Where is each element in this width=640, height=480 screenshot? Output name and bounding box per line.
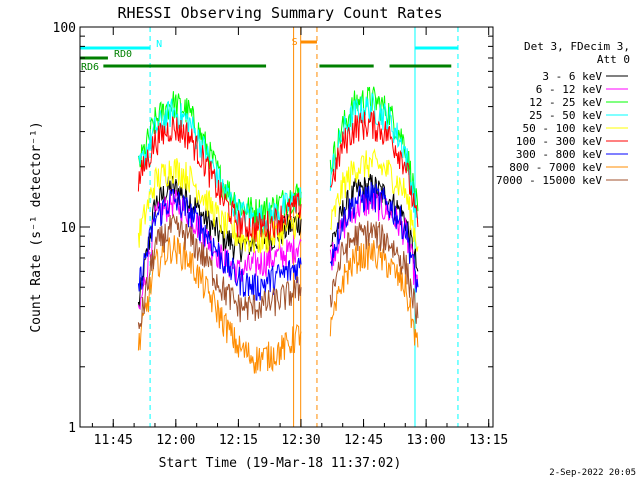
x-axis-label: Start Time (19-Mar-18 11:37:02) xyxy=(159,456,402,471)
x-tick-label-5: 13:00 xyxy=(407,433,446,448)
y-axis-label: Count Rate (s⁻¹ detector⁻¹) xyxy=(29,121,44,332)
series-8-segment-1 xyxy=(329,220,419,324)
series-7-segment-1 xyxy=(329,238,419,348)
legend-header-0: Det 3, FDecim 3, xyxy=(524,40,630,53)
series-8 xyxy=(137,213,419,329)
series-4 xyxy=(137,148,419,254)
x-tick-label-2: 12:15 xyxy=(219,433,258,448)
series-4-segment-1 xyxy=(329,148,419,252)
legend-label-1: 6 - 12 keV xyxy=(536,83,603,96)
legend-label-3: 25 - 50 keV xyxy=(529,109,602,122)
series-3-segment-1 xyxy=(329,92,419,219)
x-tick-label-3: 12:30 xyxy=(281,433,320,448)
x-axis: 11:45 12:00 12:15 12:30 12:45 13:00 13:15 xyxy=(91,27,508,448)
y-tick-label-2: 100 xyxy=(53,21,76,36)
series-4-segment-0 xyxy=(137,158,302,254)
footer-date: 2-Sep-2022 20:05 xyxy=(549,468,636,478)
status-bars: N RD0 RD6 S xyxy=(80,37,458,73)
status-bar-label-rd0: RD0 xyxy=(114,49,132,60)
series-3-segment-0 xyxy=(137,98,302,234)
y-tick-label-0: 1 xyxy=(68,421,76,436)
x-tick-label-1: 12:00 xyxy=(156,433,195,448)
legend-label-0: 3 - 6 keV xyxy=(542,70,602,83)
legend-label-5: 100 - 300 keV xyxy=(516,135,602,148)
legend-label-2: 12 - 25 keV xyxy=(529,96,602,109)
y-tick-label-1: 10 xyxy=(60,221,76,236)
x-tick-label-0: 11:45 xyxy=(94,433,133,448)
series-3 xyxy=(137,92,419,234)
x-tick-label-4: 12:45 xyxy=(344,433,383,448)
series-1-segment-1 xyxy=(329,190,419,289)
x-tick-label-6: 13:15 xyxy=(469,433,508,448)
series-6-segment-1 xyxy=(329,182,419,293)
legend-label-8: 7000 - 15000 keV xyxy=(496,174,602,187)
series-7 xyxy=(137,235,419,374)
legend-header-1: Att 0 xyxy=(597,53,630,66)
chart-title: RHESSI Observing Summary Count Rates xyxy=(117,4,442,22)
legend-label-7: 800 - 7000 keV xyxy=(509,161,602,174)
series-7-segment-0 xyxy=(137,235,302,374)
series-5 xyxy=(137,110,419,242)
y-axis: 1 10 100 xyxy=(53,21,493,436)
legend-label-4: 50 - 100 keV xyxy=(523,122,603,135)
series-lines xyxy=(137,86,419,374)
legend-label-6: 300 - 800 keV xyxy=(516,148,602,161)
status-bar-label-n: N xyxy=(156,39,162,50)
series-8-segment-0 xyxy=(137,213,302,329)
series-5-segment-1 xyxy=(329,110,419,228)
status-bar-label-s: S xyxy=(292,37,298,48)
series-5-segment-0 xyxy=(137,116,302,242)
status-bar-label-rd6: RD6 xyxy=(81,62,99,73)
